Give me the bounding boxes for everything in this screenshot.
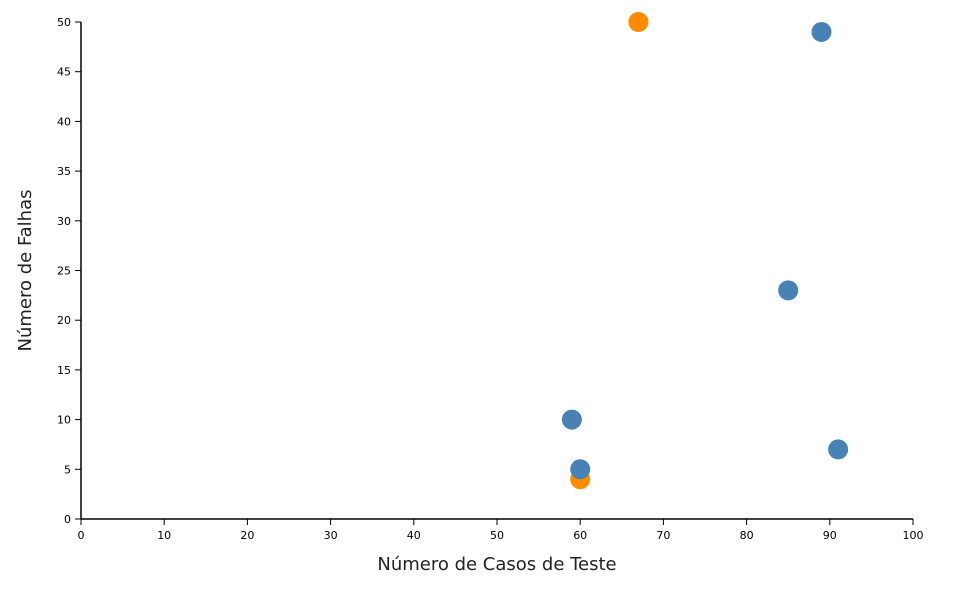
- x-axis-title: Número de Casos de Teste: [377, 554, 616, 575]
- y-tick-label: 20: [57, 314, 71, 327]
- x-tick-label: 20: [240, 529, 254, 542]
- y-tick-label: 40: [57, 115, 71, 128]
- y-tick-label: 30: [57, 215, 71, 228]
- x-axis-ticks: 0 10 20 30 40 50 60 70 80 90 100: [78, 519, 924, 542]
- x-tick-label: 0: [78, 529, 85, 542]
- y-axis-title: Número de Falhas: [15, 190, 36, 352]
- y-tick-label: 25: [57, 265, 71, 278]
- x-tick-label: 50: [490, 529, 504, 542]
- x-tick-label: 40: [407, 529, 421, 542]
- y-tick-label: 5: [64, 463, 71, 476]
- scatter-point[interactable]: [628, 12, 649, 32]
- x-tick-label: 80: [740, 529, 754, 542]
- x-tick-label: 10: [157, 529, 171, 542]
- y-tick-label: 15: [57, 364, 71, 377]
- scatter-point[interactable]: [811, 21, 832, 42]
- scatter-point[interactable]: [778, 280, 799, 301]
- data-points: [561, 12, 849, 490]
- x-tick-label: 90: [823, 529, 837, 542]
- scatter-point[interactable]: [570, 459, 591, 480]
- x-tick-label: 60: [573, 529, 587, 542]
- y-tick-label: 0: [64, 513, 71, 526]
- scatter-point[interactable]: [561, 409, 582, 430]
- y-tick-label: 35: [57, 165, 71, 178]
- x-tick-label: 70: [656, 529, 670, 542]
- y-axis-ticks: 0 5 10 15 20 25 30 35 40 45 50: [57, 16, 81, 526]
- y-tick-label: 45: [57, 66, 71, 79]
- scatter-point[interactable]: [828, 439, 849, 460]
- y-tick-label: 50: [57, 16, 71, 29]
- y-tick-label: 10: [57, 414, 71, 427]
- x-tick-label: 30: [324, 529, 338, 542]
- x-tick-label: 100: [903, 529, 924, 542]
